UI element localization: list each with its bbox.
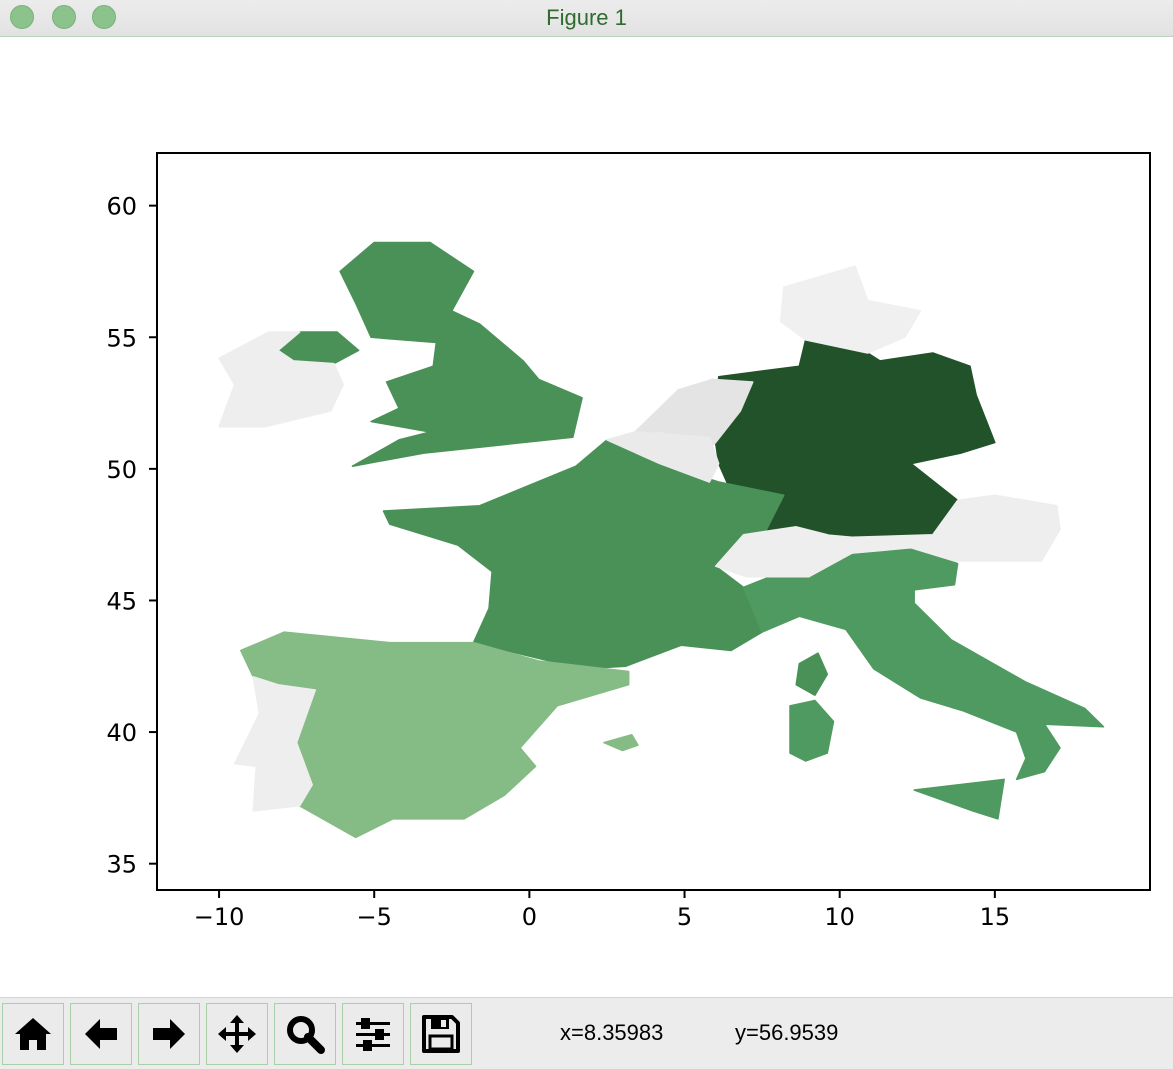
x-tick-label: 5 bbox=[677, 903, 692, 931]
region-sicily bbox=[913, 778, 1005, 820]
y-tick-label: 50 bbox=[106, 456, 137, 484]
x-tick-label: 10 bbox=[824, 903, 855, 931]
region-ireland bbox=[218, 331, 344, 428]
pan-button[interactable] bbox=[206, 1003, 268, 1065]
save-button[interactable] bbox=[410, 1003, 472, 1065]
region-italy bbox=[742, 547, 1105, 781]
configure-subplots-button[interactable] bbox=[342, 1003, 404, 1065]
home-icon bbox=[15, 1018, 51, 1050]
y-tick-label: 35 bbox=[106, 851, 137, 879]
back-button[interactable] bbox=[70, 1003, 132, 1065]
zoom-button[interactable] bbox=[274, 1003, 336, 1065]
navigation-toolbar: x=8.35983 y=56.9539 bbox=[0, 997, 1173, 1069]
zoom-window-button[interactable] bbox=[92, 5, 116, 29]
window-title: Figure 1 bbox=[546, 5, 627, 30]
sliders-icon bbox=[356, 1018, 390, 1051]
y-tick-label: 45 bbox=[106, 587, 137, 615]
arrow-right-icon bbox=[153, 1019, 185, 1049]
window-titlebar: Figure 1 bbox=[0, 0, 1173, 37]
floppy-disk-icon bbox=[422, 1015, 460, 1053]
x-tick-label: 0 bbox=[522, 903, 537, 931]
x-tick-label: −5 bbox=[357, 903, 392, 931]
axes-frame bbox=[156, 152, 1151, 891]
x-coordinate-readout: x=8.35983 bbox=[560, 1020, 664, 1045]
close-window-button[interactable] bbox=[10, 5, 34, 29]
region-austria bbox=[823, 494, 1061, 562]
home-button[interactable] bbox=[2, 1003, 64, 1065]
region-denmark bbox=[779, 265, 922, 354]
region-corsica bbox=[795, 652, 829, 696]
x-tick-label: −10 bbox=[194, 903, 245, 931]
region-portugal bbox=[233, 676, 317, 812]
arrow-left-icon bbox=[85, 1019, 117, 1049]
region-sardinia bbox=[789, 699, 835, 762]
y-coordinate-readout: y=56.9539 bbox=[735, 1020, 839, 1045]
minimize-window-button[interactable] bbox=[52, 5, 76, 29]
figure-canvas[interactable]: −10 −5 0 5 10 15 35 40 45 50 55 60 bbox=[0, 37, 1173, 997]
y-tick-label: 60 bbox=[106, 193, 137, 221]
y-tick-label: 40 bbox=[106, 719, 137, 747]
region-belgium bbox=[606, 431, 720, 483]
x-tick-label: 15 bbox=[980, 903, 1011, 931]
magnifier-icon bbox=[287, 1016, 325, 1054]
forward-button[interactable] bbox=[138, 1003, 200, 1065]
y-tick-label: 55 bbox=[106, 324, 137, 352]
map-plot[interactable]: −10 −5 0 5 10 15 35 40 45 50 55 60 bbox=[0, 37, 1173, 997]
region-great-britain bbox=[339, 241, 583, 467]
move-icon bbox=[218, 1015, 256, 1053]
region-mallorca bbox=[603, 733, 639, 752]
